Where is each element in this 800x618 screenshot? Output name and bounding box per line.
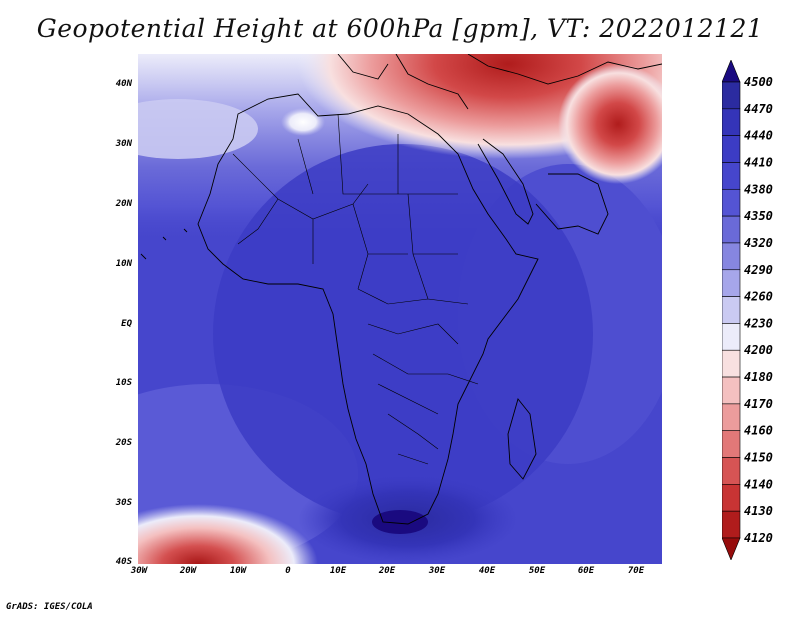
field-central-low bbox=[213, 144, 593, 524]
country-borders bbox=[232, 113, 479, 465]
map-panel bbox=[138, 54, 662, 564]
lat-tick-label: EQ bbox=[121, 319, 132, 329]
lat-tick-label: 10N bbox=[115, 259, 132, 269]
lon-tick-label: 10W bbox=[229, 566, 247, 576]
colorbar-label: 4170 bbox=[744, 397, 773, 411]
lat-tick-label: 20N bbox=[115, 199, 132, 209]
colorbar-swatch bbox=[722, 269, 741, 297]
chart-title: Geopotential Height at 600hPa [gpm], VT:… bbox=[36, 14, 764, 43]
colorbar-label: 4440 bbox=[744, 129, 773, 143]
colorbar-label: 4130 bbox=[744, 504, 773, 518]
colorbar-swatch bbox=[722, 188, 741, 217]
lon-tick-label: 70E bbox=[627, 566, 645, 576]
colorbar-label: 4470 bbox=[744, 102, 773, 116]
colorbar-label: 4290 bbox=[744, 263, 773, 277]
colorbar-label: 4350 bbox=[744, 209, 773, 223]
colorbar-swatch bbox=[722, 484, 741, 512]
colorbar: 4500 4470 4440 4410 4380 4350 4320 4290 4260 4230… bbox=[722, 60, 773, 560]
field-nw-light bbox=[138, 99, 258, 159]
colorbar-swatch bbox=[722, 81, 741, 110]
colorbar-swatch bbox=[722, 296, 741, 324]
colorbar-swatch bbox=[722, 162, 741, 190]
colorbar-swatch bbox=[722, 430, 741, 458]
lon-tick-label: 20E bbox=[378, 566, 396, 576]
lon-tick-label: 30W bbox=[130, 566, 148, 576]
field-cape-low bbox=[372, 510, 428, 534]
colorbar-swatch bbox=[722, 242, 741, 271]
colorbar-label: 4410 bbox=[744, 155, 773, 169]
field-iran-high bbox=[558, 64, 662, 184]
colorbar-swatch bbox=[722, 215, 741, 244]
colorbar-label: 4180 bbox=[744, 370, 773, 384]
field-white-spot bbox=[281, 108, 325, 136]
colorbar-swatch bbox=[722, 376, 741, 405]
colorbar-label: 4230 bbox=[744, 316, 773, 330]
colorbar-swatch bbox=[722, 323, 741, 351]
lat-tick-label: 10S bbox=[115, 378, 132, 388]
lat-tick-label: 40N bbox=[115, 79, 132, 89]
lat-tick-label: 20S bbox=[115, 438, 132, 448]
lon-tick-label: 20W bbox=[179, 566, 197, 576]
colorbar-label: 4200 bbox=[744, 343, 773, 357]
colorbar-label: 4260 bbox=[744, 290, 773, 304]
lat-tick-label: 40S bbox=[115, 557, 132, 567]
grads-credit: GrADS: IGES/COLA bbox=[6, 602, 93, 612]
field-sw-high bbox=[138, 504, 318, 564]
colorbar-label: 4140 bbox=[744, 477, 773, 491]
colorbar-label: 4380 bbox=[744, 182, 773, 196]
lon-tick-label: 60E bbox=[577, 566, 595, 576]
colorbar-label: 4150 bbox=[744, 451, 773, 465]
colorbar-swatch bbox=[722, 457, 741, 485]
colorbar-swatch bbox=[722, 403, 741, 432]
colorbar-swatch bbox=[722, 537, 741, 560]
lon-tick-label: 10E bbox=[329, 566, 347, 576]
colorbar-swatch bbox=[722, 510, 741, 539]
lon-tick-label: 40E bbox=[478, 566, 496, 576]
colorbar-swatch bbox=[722, 135, 741, 163]
colorbar-label: 4320 bbox=[744, 236, 773, 250]
colorbar-swatch bbox=[722, 60, 741, 83]
colorbar-label: 4500 bbox=[744, 75, 773, 89]
colorbar-swatch bbox=[722, 349, 741, 378]
lon-tick-label: 50E bbox=[528, 566, 546, 576]
coastlines bbox=[140, 54, 662, 525]
lon-tick-label: 0 bbox=[285, 566, 291, 576]
lon-tick-label: 30E bbox=[428, 566, 446, 576]
lat-tick-label: 30N bbox=[115, 139, 132, 149]
lat-tick-label: 30S bbox=[115, 498, 132, 508]
colorbar-label: 4120 bbox=[744, 531, 773, 545]
colorbar-label: 4160 bbox=[744, 424, 773, 438]
colorbar-swatch bbox=[722, 108, 741, 136]
